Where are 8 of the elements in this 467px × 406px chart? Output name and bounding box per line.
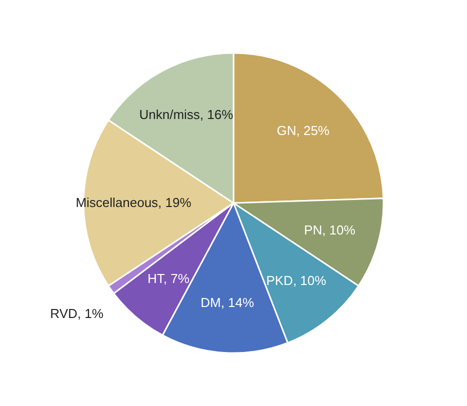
- slice-label: HT, 7%: [147, 270, 190, 286]
- slice-label: PKD, 10%: [266, 272, 327, 288]
- slice-label: Miscellaneous, 19%: [76, 195, 192, 210]
- slice-label: Unkn/miss, 16%: [139, 106, 234, 122]
- slice-label: GN, 25%: [276, 123, 330, 138]
- slice-label: RVD, 1%: [50, 306, 104, 321]
- slice-label: DM, 14%: [200, 294, 255, 310]
- slice-label: PN, 10%: [304, 222, 356, 238]
